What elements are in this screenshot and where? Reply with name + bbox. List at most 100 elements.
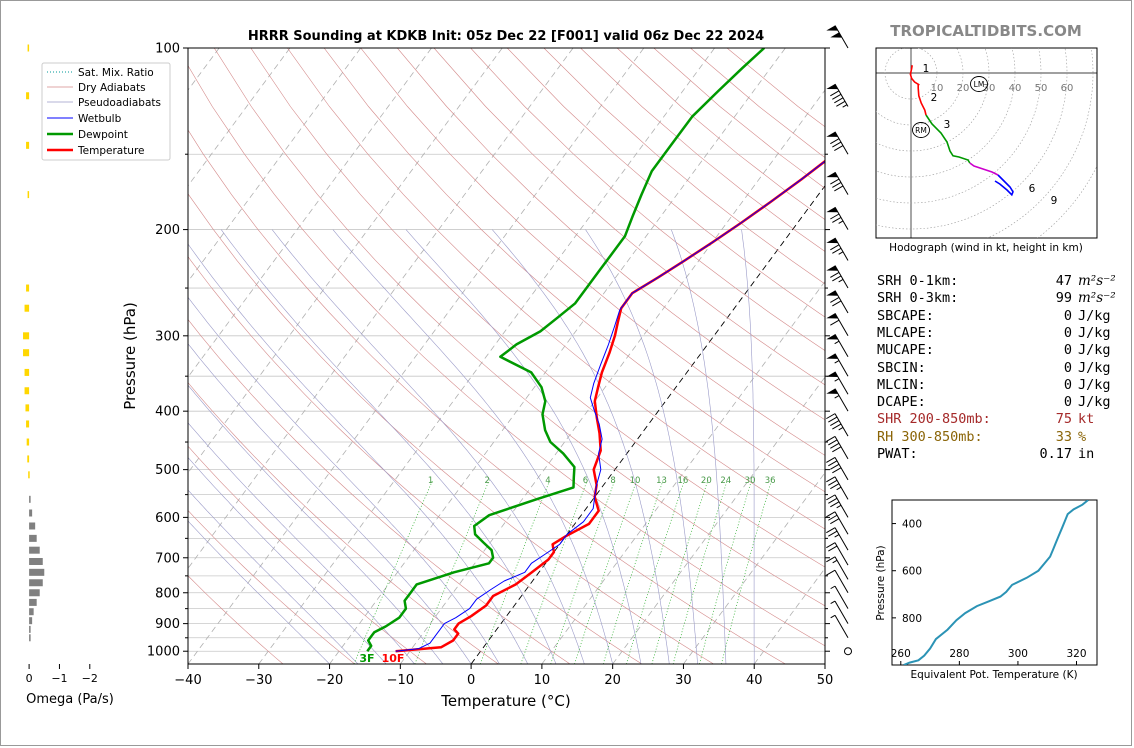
mixing-ratio-label: 36 [765,476,776,486]
barb-half-flag [834,378,840,382]
barb-half-flag [830,614,836,619]
index-label: MLCAPE: [877,324,934,341]
barb-staff [834,25,849,49]
barb-flag [828,479,838,486]
wind-barb [826,435,849,460]
mixing-ratio-label: 13 [656,476,667,486]
y-tick-label: 400 [155,405,180,420]
barb-half-flag [838,427,844,431]
x-tick-label: 40 [746,673,763,688]
index-unit: in [1078,446,1095,462]
barb-staff [834,476,849,500]
mixing-ratio-line [651,479,709,664]
theta-e-border [891,499,1098,666]
omega-tick-label: −2 [82,672,98,685]
wind-barb [826,388,849,412]
barb-pennant [830,32,842,38]
dry-adiabat [188,382,499,664]
barb-flag [830,90,840,97]
pseudoadiabat [188,422,415,664]
y-tick-label: 300 [155,329,180,344]
barb-flag [830,501,840,508]
legend-box [41,62,171,161]
hodograph-height-label: 1 [923,63,930,75]
barb-staff [834,313,849,337]
barb-flag [834,145,844,151]
skewt-title: HRRR Sounding at KDKB Init: 05z Dec 22 [… [248,29,764,44]
pseudoadiabat [332,229,613,664]
barb-flag [834,97,844,104]
x-tick-label: 30 [675,673,692,688]
barb-staff [834,556,849,580]
mixing-ratio-label: 10 [630,476,641,486]
barb-flag [832,423,842,430]
index-value: 33 [1055,428,1072,445]
wind-barb [826,542,849,566]
hodograph-segment [994,174,1014,197]
barb-pennant [826,334,838,340]
barb-half-flag [830,585,836,590]
barb-staff [834,436,849,460]
index-label: MLCIN: [877,376,926,393]
dry-adiabat [433,48,825,386]
omega-bar [26,438,30,446]
y-tick-label: 100 [155,42,180,57]
barb-staff [834,206,849,230]
theta-e-x-tick-label: 260 [891,648,911,660]
mixing-ratio-label: 24 [720,476,731,486]
omega-tick-label: −1 [51,672,67,685]
barb-flag [832,247,842,254]
mixing-ratio-line [626,479,685,664]
dry-adiabat [188,575,284,664]
hodograph-ring [876,48,1016,178]
index-label: SBCAPE: [877,307,934,324]
barb-pennant [826,388,838,394]
pseudoadiabat [741,229,755,664]
pseudoadiabat [188,243,528,664]
dry-adiabat [188,193,714,664]
index-row: PWAT: 0.17 in [877,446,1094,463]
barb-half-flag [830,600,836,605]
profile-wetbulb [395,160,825,652]
omega-bar [27,455,30,463]
skewt-plot-border [187,47,826,665]
hodograph-segment [969,162,999,176]
barb-flag [830,178,840,185]
legend-label-dewpoint: Dewpoint [78,129,128,141]
barb-flag [828,439,838,446]
index-value: 0 [1063,359,1072,376]
omega-tick-label: 0 [26,672,33,685]
storm-motion-label: RM [915,126,927,135]
mixing-ratio-label: 16 [677,476,688,486]
pseudoadiabat [491,229,670,664]
surface-temperature-label: 10F [382,652,405,665]
skewt-y-axis-label: Pressure (hPa) [121,302,139,410]
dry-adiabat [188,510,355,664]
dry-adiabat [323,48,825,493]
mixing-ratio-label: 8 [610,476,615,486]
mixing-ratio-label: 1 [428,476,433,486]
skewt-background-lines [188,48,825,664]
theta-e-x-tick-label: 320 [1066,648,1086,660]
barb-flag [832,275,842,282]
wind-barb [826,556,849,580]
mixing-ratio-labels: 1 2 4 6 8 10 13 16 20 24 30 36 [428,476,776,486]
dry-adiabat [287,48,825,530]
hodograph-rings [876,48,1097,238]
y-tick-label: 800 [155,586,180,601]
wind-barb [826,290,849,314]
omega-bar [29,598,37,606]
barb-staff [834,265,849,289]
barb-staff [834,388,849,412]
omega-bars [23,44,45,642]
barb-flag [826,527,836,534]
barb-staff [834,569,849,594]
index-row: DCAPE: 0 J/kg [877,394,1111,411]
index-label: PWAT: [877,446,918,462]
wind-barb [826,237,849,261]
barb-staff [834,353,849,377]
index-row: MLCAPE: 0 J/kg [877,325,1111,342]
mixing-ratio-label: 4 [545,476,550,486]
barb-staff [834,413,849,437]
